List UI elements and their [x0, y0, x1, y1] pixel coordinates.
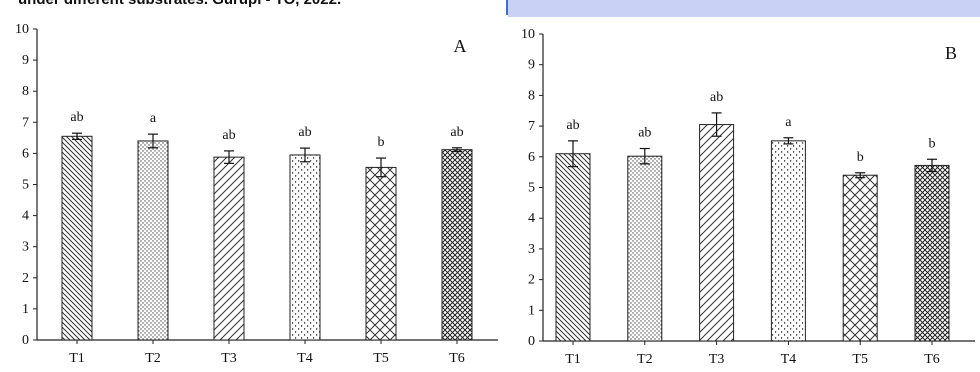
significance-letter: ab — [70, 110, 83, 125]
y-tick-label: 9 — [22, 53, 29, 68]
x-tick-label: T3 — [709, 352, 725, 367]
bar-t3 — [214, 157, 244, 340]
significance-letter: b — [857, 150, 864, 165]
y-tick-label: 7 — [528, 119, 535, 134]
x-tick-label: T4 — [781, 352, 797, 367]
y-tick-label: 10 — [15, 22, 29, 37]
x-tick-label: T3 — [221, 351, 237, 366]
y-tick-label: 2 — [528, 273, 535, 288]
significance-letter: ab — [710, 90, 723, 105]
bar-t6 — [442, 150, 472, 340]
bar-t1 — [62, 136, 92, 340]
bar-t1 — [556, 154, 590, 341]
y-tick-label: 4 — [528, 211, 535, 226]
y-tick-label: 8 — [22, 84, 29, 99]
panel-label: A — [454, 36, 467, 56]
significance-letter: b — [929, 136, 936, 151]
x-tick-label: T5 — [852, 352, 868, 367]
y-tick-label: 9 — [528, 58, 535, 73]
x-tick-label: T5 — [373, 351, 389, 366]
y-tick-label: 0 — [528, 334, 535, 349]
significance-letter: a — [150, 111, 157, 126]
bar-t3 — [700, 125, 734, 341]
significance-letter: ab — [566, 118, 579, 133]
y-tick-label: 4 — [22, 209, 29, 224]
significance-letter: ab — [298, 125, 311, 140]
x-tick-label: T1 — [565, 352, 581, 367]
significance-letter: ab — [638, 126, 651, 141]
y-tick-label: 6 — [528, 150, 535, 165]
significance-letter: a — [785, 115, 792, 130]
y-tick-label: 7 — [22, 115, 29, 130]
bar-t2 — [628, 156, 662, 341]
y-tick-label: 8 — [528, 88, 535, 103]
x-tick-label: T1 — [69, 351, 85, 366]
bar-t6 — [915, 165, 949, 341]
y-tick-label: 5 — [528, 181, 535, 196]
y-tick-label: 3 — [528, 242, 535, 257]
x-tick-label: T2 — [637, 352, 653, 367]
y-tick-label: 1 — [528, 303, 535, 318]
bar-t2 — [138, 141, 168, 340]
x-tick-label: T2 — [145, 351, 161, 366]
x-tick-label: T4 — [297, 351, 313, 366]
y-tick-label: 1 — [22, 302, 29, 317]
significance-letter: ab — [222, 128, 235, 143]
x-tick-label: T6 — [449, 351, 465, 366]
y-tick-label: 2 — [22, 271, 29, 286]
bar-t4 — [771, 141, 805, 341]
bar-t4 — [290, 155, 320, 340]
chart-panel-b: 0 1 2 3 4 5 6 7 8 9 10 ab T1 ab T2 ab T3 a T4 b T5 b T6 B — [521, 27, 975, 367]
significance-letter: ab — [450, 125, 463, 140]
y-tick-label: 3 — [22, 240, 29, 255]
panel-label: B — [945, 43, 957, 63]
x-tick-label: T6 — [924, 352, 940, 367]
y-tick-label: 6 — [22, 146, 29, 161]
chart-panel-a: 0 1 2 3 4 5 6 7 8 9 10 ab T1 a T2 ab T3 ab T4 b T5 ab T6 A — [15, 22, 498, 366]
bar-t5 — [843, 175, 877, 341]
y-tick-label: 10 — [521, 27, 535, 42]
bar-t5 — [366, 167, 396, 340]
significance-letter: b — [378, 135, 385, 150]
y-tick-label: 0 — [22, 333, 29, 348]
y-tick-label: 5 — [22, 178, 29, 193]
